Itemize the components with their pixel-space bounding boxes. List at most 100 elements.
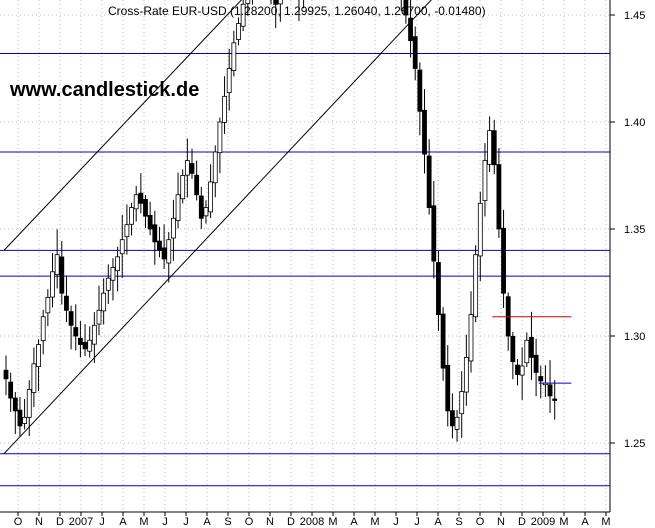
candle-up xyxy=(459,391,465,415)
candle-down xyxy=(3,369,9,380)
candle-up xyxy=(231,42,237,71)
candle-down xyxy=(552,398,558,401)
candle-down xyxy=(59,256,65,294)
y-tick-label: 1.35 xyxy=(624,224,645,236)
candle-down xyxy=(143,199,148,217)
candle-up xyxy=(110,267,116,281)
candle-down xyxy=(73,327,79,337)
candle-down xyxy=(189,163,195,174)
y-tick-label: 1.25 xyxy=(624,438,645,450)
x-tick-label: J xyxy=(183,516,189,528)
candle-up xyxy=(36,344,41,367)
candle-up xyxy=(184,160,190,176)
x-tick-label: M xyxy=(601,516,610,528)
x-axis: O N D 2007 J A M J J A S O N D 2008 M A M J J A S O N D 2009 M A M xyxy=(0,0,611,528)
candle-down xyxy=(161,247,167,260)
candle-down xyxy=(138,192,144,204)
candle-up xyxy=(45,297,51,314)
candle-up xyxy=(180,175,186,200)
candle-up xyxy=(31,363,37,393)
candle-up xyxy=(226,68,232,94)
x-tick-label: J xyxy=(99,516,105,528)
candle-up xyxy=(477,202,483,257)
x-tick-label: M xyxy=(328,516,337,528)
candle-up xyxy=(166,239,172,264)
x-tick-label: 2008 xyxy=(300,516,324,528)
chart-title: Cross-Rate EUR-USD (1.28200, 1.29925, 1.… xyxy=(108,4,486,18)
candle-up xyxy=(222,95,227,123)
y-axis: 1.251.301.351.401.451.501.551.60 xyxy=(610,10,645,450)
candle-down xyxy=(529,336,534,358)
x-tick-label: J xyxy=(393,516,399,528)
candle-up xyxy=(22,416,28,424)
x-tick-label: S xyxy=(224,516,231,528)
candle-up xyxy=(524,339,530,364)
candle-down xyxy=(440,313,446,369)
candle-up xyxy=(115,256,120,272)
candle-up xyxy=(240,3,246,27)
candle-up xyxy=(473,254,479,318)
x-tick-label: M xyxy=(139,516,148,528)
candle-down xyxy=(491,130,497,166)
x-tick-label: M xyxy=(370,516,379,528)
x-tick-label: D xyxy=(518,516,526,528)
candle-down xyxy=(147,215,153,230)
candle-down xyxy=(82,341,88,350)
candle-down xyxy=(510,335,516,363)
candle-up xyxy=(487,130,493,165)
candles xyxy=(3,0,558,442)
candle-down xyxy=(408,17,413,42)
candle-up xyxy=(175,194,181,222)
candle-down xyxy=(12,397,18,412)
candle-up xyxy=(236,23,241,40)
y-tick-label: 1.40 xyxy=(624,117,645,129)
x-tick-label: A xyxy=(434,516,442,528)
marker-lines xyxy=(492,316,572,384)
candle-down xyxy=(445,364,451,412)
candle-down xyxy=(547,384,553,397)
candle-down xyxy=(68,311,74,326)
candle-up xyxy=(208,181,214,213)
x-tick-label: 2009 xyxy=(531,516,555,528)
candle-up xyxy=(87,339,93,352)
candle-down xyxy=(533,354,539,373)
candle-up xyxy=(91,324,97,345)
candle-down xyxy=(198,195,204,219)
candle-up xyxy=(101,292,107,312)
candle-up xyxy=(217,121,223,154)
candle-up xyxy=(212,151,218,184)
x-tick-label: M xyxy=(559,516,568,528)
candle-up xyxy=(277,0,283,5)
candle-up xyxy=(245,0,251,4)
candle-up xyxy=(40,316,46,341)
candle-down xyxy=(449,410,455,427)
candle-down xyxy=(436,262,441,316)
candle-down xyxy=(64,295,69,311)
x-tick-label: A xyxy=(119,516,127,528)
candle-up xyxy=(454,416,460,430)
candle-down xyxy=(17,409,23,427)
candle-down xyxy=(194,174,200,196)
candle-down xyxy=(403,0,409,16)
candle-down xyxy=(157,240,162,251)
watermark-text: www.candlestick.de xyxy=(9,79,199,101)
x-tick-label: D xyxy=(56,516,64,528)
candle-down xyxy=(412,36,418,69)
trend-lines xyxy=(3,0,432,455)
y-tick-label: 1.45 xyxy=(624,10,645,22)
candle-up xyxy=(50,271,55,298)
x-tick-label: O xyxy=(14,516,23,528)
candle-up xyxy=(482,160,488,202)
candle-down xyxy=(538,376,544,382)
candle-down xyxy=(496,164,502,230)
candle-up xyxy=(519,365,525,376)
x-tick-label: 2007 xyxy=(69,516,93,528)
candle-down xyxy=(78,337,83,345)
x-tick-label: A xyxy=(581,516,589,528)
candle-down xyxy=(273,0,279,5)
x-tick-label: J xyxy=(414,516,420,528)
x-tick-label: S xyxy=(455,516,462,528)
candle-up xyxy=(54,254,60,276)
candle-down xyxy=(426,155,432,208)
